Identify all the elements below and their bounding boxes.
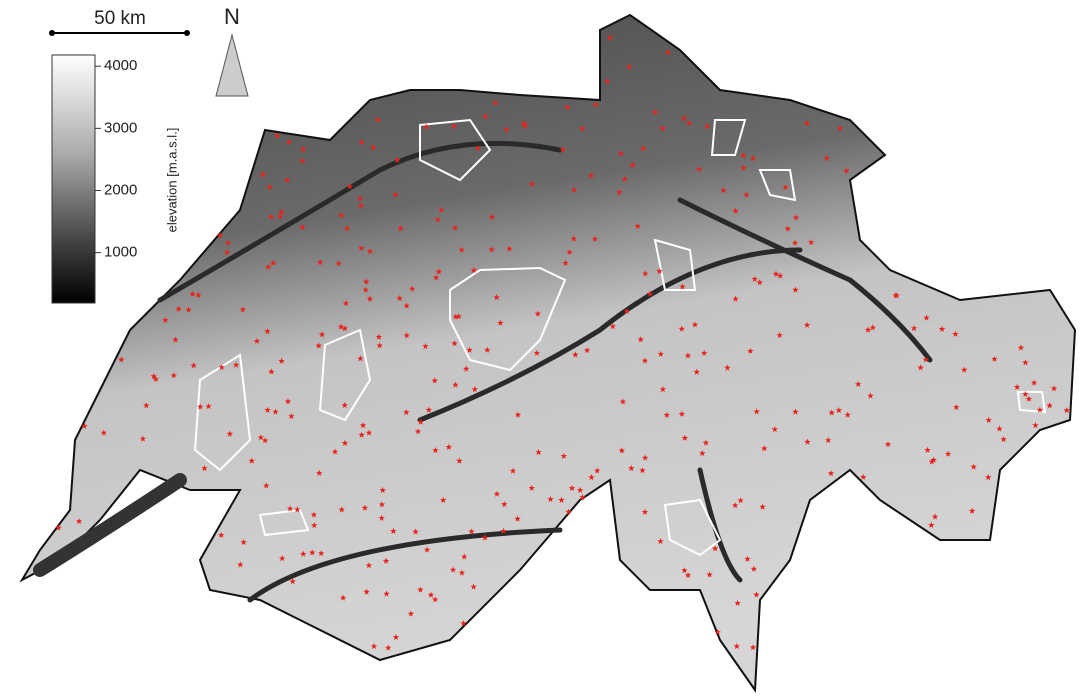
- scale-bar: 50 km: [49, 8, 190, 36]
- north-label: N: [224, 4, 240, 29]
- legend-title: elevation [m.a.s.l.]: [164, 128, 179, 233]
- tick-label: 4000: [104, 57, 137, 74]
- north-arrow: N: [216, 4, 248, 96]
- country-shape: [22, 15, 1075, 690]
- legend: elevation [m.a.s.l.] 1000 2000 3000 4000: [52, 55, 179, 303]
- tick-label: 3000: [104, 119, 137, 136]
- tick-label: 2000: [104, 181, 137, 198]
- scale-label: 50 km: [94, 8, 146, 29]
- colorbar: [52, 55, 95, 303]
- map: 50 km N elevation [m.a.s.l.] 1000 2000 300…: [0, 0, 1081, 699]
- tick-label: 1000: [104, 244, 137, 261]
